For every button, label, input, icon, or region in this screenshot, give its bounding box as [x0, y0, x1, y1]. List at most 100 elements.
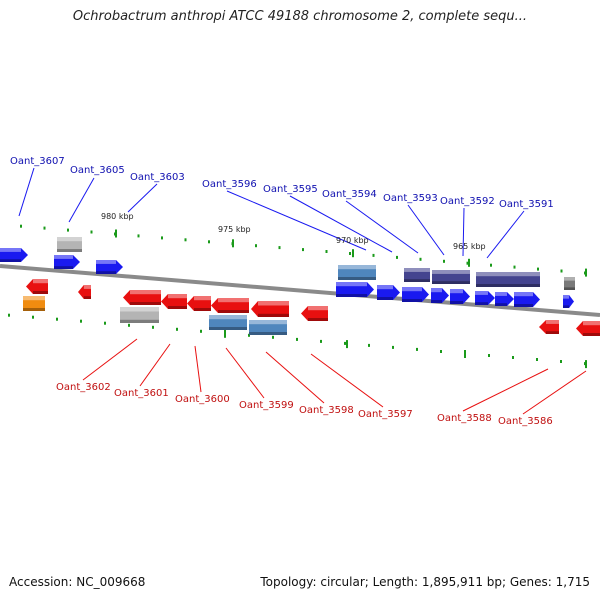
gene-arrow [576, 321, 600, 336]
gene-arrow [0, 248, 28, 262]
gene-arrow [96, 260, 123, 274]
major-tick [585, 360, 587, 369]
forward-leader-line [68, 177, 95, 223]
reverse-leader-line [82, 338, 138, 381]
reverse-gene-label: Oant_3586 [498, 416, 553, 427]
gene-arrow [161, 294, 187, 309]
minor-tick [513, 265, 516, 269]
reverse-leader-line [225, 347, 265, 399]
gene-features [0, 237, 600, 336]
forward-leader-line [127, 183, 158, 213]
major-tick [115, 229, 117, 238]
minor-tick [443, 259, 445, 263]
forward-leader-line [226, 190, 367, 251]
minor-tick [272, 335, 274, 339]
forward-gene-label: Oant_3594 [322, 189, 377, 200]
gene-arrow [23, 296, 45, 311]
reverse-leader-line [139, 343, 171, 387]
position-label: 980 kbp [101, 212, 134, 221]
forward-leader-line [407, 204, 445, 256]
gene-arrow [402, 287, 429, 302]
minor-tick [200, 329, 202, 333]
forward-leader-line [18, 167, 35, 217]
minor-tick [466, 261, 469, 265]
gene-arrow [251, 301, 289, 317]
chromosome-backbone [0, 264, 600, 317]
forward-gene-label: Oant_3605 [70, 165, 125, 176]
position-label: 970 kbp [336, 236, 369, 245]
gene-arrow [563, 295, 574, 308]
minor-tick [349, 252, 351, 255]
minor-tick [368, 343, 370, 347]
forward-leader-line [345, 200, 419, 254]
forward-leader-line [289, 195, 393, 253]
gene-arrow [301, 306, 328, 321]
forward-gene-label: Oant_3596 [202, 179, 257, 190]
tick-marks [8, 224, 587, 369]
minor-tick [56, 317, 58, 321]
minor-tick [320, 339, 322, 343]
minor-tick [67, 228, 69, 232]
map-title: Ochrobactrum anthropi ATCC 49188 chromos… [72, 9, 528, 24]
minor-tick [255, 244, 257, 248]
reverse-leader-line [462, 368, 549, 412]
gene-arrow [338, 265, 376, 280]
reverse-leader-line [265, 351, 325, 404]
minor-tick [392, 345, 394, 349]
minor-tick [512, 356, 514, 359]
forward-gene-label: Oant_3592 [440, 196, 495, 207]
minor-tick [128, 323, 130, 327]
gene-arrow [187, 296, 211, 311]
forward-leader-line [486, 210, 525, 259]
minor-tick [161, 236, 163, 240]
gene-arrow [514, 292, 540, 307]
minor-tick [184, 238, 187, 242]
forward-leader-line [462, 207, 465, 257]
gene-arrow [495, 292, 514, 306]
minor-tick [490, 263, 492, 267]
minor-tick [8, 313, 10, 317]
minor-tick [176, 327, 178, 331]
minor-tick [536, 358, 538, 361]
position-label: 965 kbp [453, 242, 486, 251]
minor-tick [344, 341, 346, 345]
minor-tick [152, 325, 154, 329]
minor-tick [32, 315, 34, 319]
gene-arrow [432, 270, 470, 284]
minor-tick [416, 347, 418, 351]
gene-arrow [476, 272, 540, 287]
gene-arrow [54, 255, 80, 269]
gene-arrow [209, 315, 247, 330]
minor-tick [296, 337, 298, 341]
minor-tick [248, 333, 250, 337]
gene-arrow [336, 282, 374, 297]
minor-tick [90, 230, 93, 234]
major-tick [468, 258, 470, 267]
reverse-gene-label: Oant_3598 [299, 405, 354, 416]
reverse-gene-label: Oant_3588 [437, 413, 492, 424]
minor-tick [396, 255, 398, 259]
gene-arrow [450, 289, 470, 304]
minor-tick [419, 257, 422, 261]
gene-arrow [404, 268, 430, 282]
forward-gene-label: Oant_3591 [499, 199, 554, 210]
minor-tick [137, 234, 140, 238]
gene-arrow [78, 285, 91, 299]
gene-arrow [475, 291, 495, 305]
reverse-gene-label: Oant_3600 [175, 394, 230, 405]
accession-label: Accession: NC_009668 [9, 575, 146, 589]
gene-arrow [564, 277, 575, 290]
gene-arrow [26, 279, 48, 294]
gene-arrow [211, 298, 249, 313]
major-tick [232, 239, 234, 248]
position-label: 975 kbp [218, 225, 251, 234]
minor-tick [20, 224, 22, 228]
major-tick [585, 268, 587, 277]
gene-arrow [57, 237, 82, 252]
gene-arrow [249, 320, 287, 335]
forward-gene-label: Oant_3593 [383, 193, 438, 204]
minor-tick [537, 267, 539, 271]
minor-tick [80, 319, 82, 323]
reverse-gene-label: Oant_3599 [239, 400, 294, 411]
